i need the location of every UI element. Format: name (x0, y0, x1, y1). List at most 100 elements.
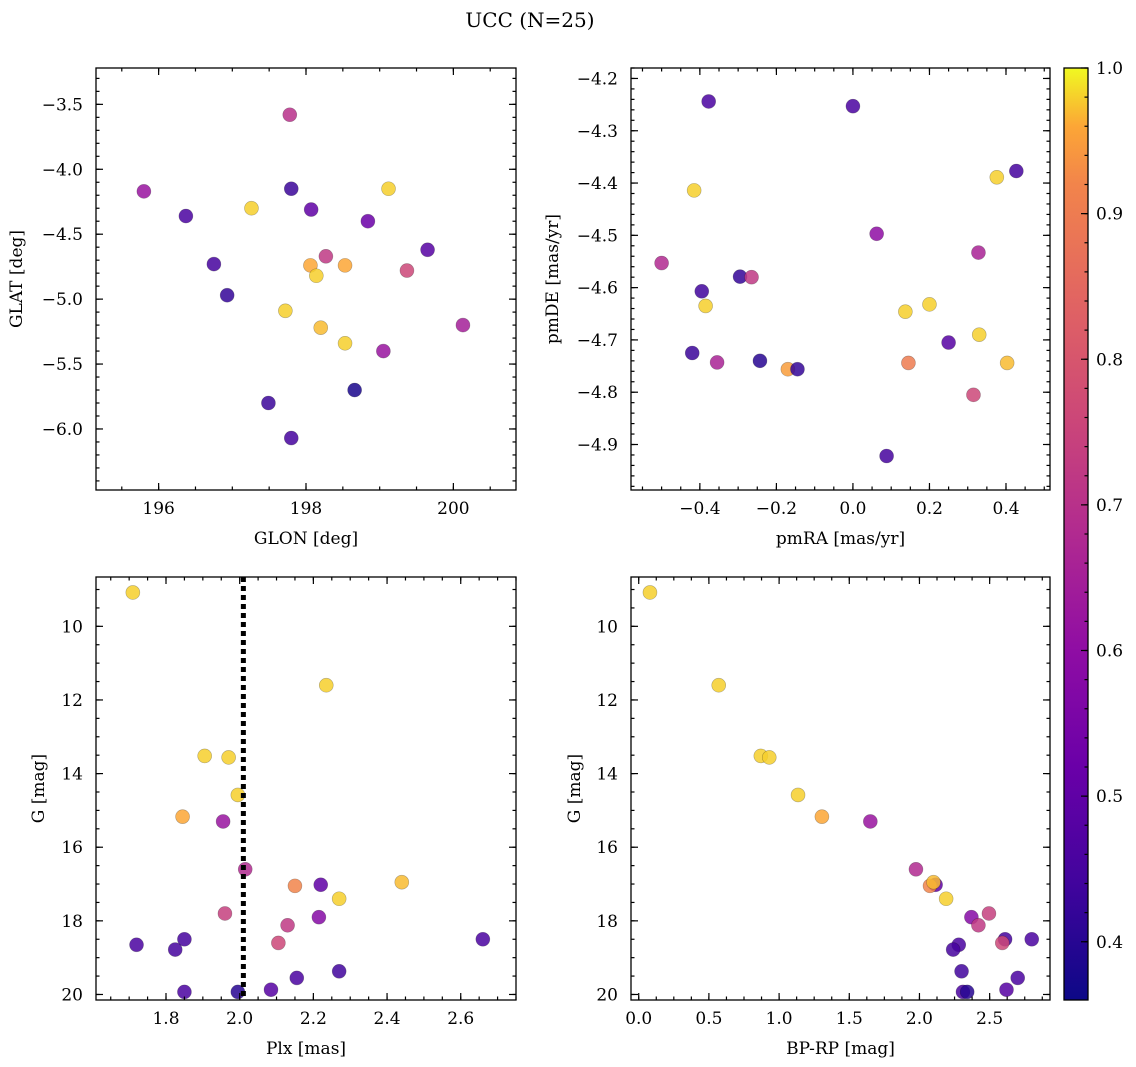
colorbar-tick-label: 0.9 (1096, 205, 1123, 225)
x-tick-label: 198 (290, 499, 322, 519)
y-axis-label: G [mag] (565, 754, 585, 823)
x-tick-label: 2.6 (447, 1009, 474, 1029)
scatter-point (642, 585, 658, 600)
colorbar-gradient (1064, 68, 1088, 1000)
scatter-point (744, 269, 759, 285)
x-tick-label: 2.2 (300, 1009, 327, 1029)
scatter-point (313, 320, 329, 335)
scatter-point (1009, 163, 1024, 179)
scatter-point (287, 878, 303, 894)
y-tick-label: −4.2 (577, 69, 618, 89)
y-tick-label: −4.6 (577, 279, 618, 299)
x-tick-label: 0.2 (916, 499, 943, 519)
scatter-point (711, 677, 727, 693)
scatter-point (271, 935, 286, 951)
y-tick-label: −4.0 (42, 160, 83, 180)
scatter-point (994, 935, 1010, 951)
x-axis-label: pmRA [mas/yr] (776, 529, 905, 549)
scatter-point (215, 814, 231, 829)
scatter-point (283, 430, 299, 446)
y-tick-label: −4.4 (577, 174, 618, 194)
scatter-point (219, 287, 235, 303)
y-tick-label: −4.8 (577, 383, 618, 403)
scatter-point (869, 226, 884, 242)
scatter-point (752, 353, 768, 369)
axes-frame (95, 576, 517, 1001)
scatter-point (1010, 970, 1026, 986)
y-tick-label: 12 (596, 691, 618, 711)
colorbar-tick-label: 1.0 (1096, 59, 1123, 79)
y-tick-label: −4.7 (577, 331, 618, 351)
x-tick-label: 0.5 (695, 1009, 722, 1029)
scatter-point (175, 809, 190, 824)
scatter-point (701, 94, 716, 109)
scatter-point (898, 304, 913, 319)
scatter-point (845, 98, 861, 114)
scatter-point (954, 963, 969, 979)
scatter-point (966, 387, 981, 403)
scatter-point (261, 395, 276, 411)
x-tick-label: 1.0 (766, 1009, 793, 1029)
x-tick-label: −0.2 (756, 499, 797, 519)
y-tick-label: 16 (61, 838, 83, 858)
scatter-point (698, 298, 713, 314)
x-tick-label: 0.4 (992, 499, 1019, 519)
y-tick-label: −5.5 (42, 355, 83, 375)
scatter-point (981, 906, 997, 921)
y-tick-label: 10 (61, 617, 83, 637)
scatter-point (360, 213, 376, 229)
scatter-points (642, 585, 1040, 1000)
scatter-point (167, 942, 183, 957)
y-tick-label: 10 (596, 617, 618, 637)
scatter-point (331, 891, 347, 907)
x-tick-label: 2.5 (976, 1009, 1003, 1029)
scatter-point (178, 208, 194, 224)
y-tick-label: −5.0 (42, 290, 83, 310)
scatter-point (206, 256, 222, 272)
colorbar-tick-label: 0.4 (1096, 933, 1123, 953)
scatter-point (959, 984, 975, 1000)
scatter-point (283, 181, 299, 197)
scatter-point (989, 169, 1005, 185)
panel-pmra-pmde: −0.4 −0.2 0.0 0.2 0.4 −4.9 −4.8 −4.7 −4.6 −4.5 −4.… (543, 67, 1051, 549)
axes-frame (630, 576, 1051, 1001)
x-axis-label: BP-RP [mag] (786, 1039, 895, 1059)
y-tick-label: −6.0 (42, 420, 83, 440)
scatter-point (136, 184, 152, 199)
scatter-point (318, 677, 334, 693)
scatter-point (686, 183, 702, 198)
colorbar-tick-label: 0.5 (1096, 787, 1123, 807)
x-tick-label: 0.0 (625, 1009, 652, 1029)
y-tick-label: 18 (61, 912, 83, 932)
scatter-point (926, 874, 941, 890)
scatter-points (125, 585, 491, 1000)
scatter-point (289, 970, 305, 986)
scatter-point (455, 317, 471, 333)
scatter-point (941, 335, 956, 350)
scatter-point (244, 200, 259, 216)
colorbar: 0.4 0.5 0.6 0.7 0.8 0.9 1.0 (1063, 59, 1123, 1001)
scatter-point (761, 750, 777, 765)
scatter-point (945, 942, 961, 957)
y-axis-label: pmDE [mas/yr] (543, 214, 563, 344)
scatter-point (399, 263, 415, 278)
scatter-point (313, 877, 329, 893)
scatter-point (684, 345, 700, 361)
scatter-point (908, 862, 924, 877)
colorbar-tick-label: 0.8 (1096, 350, 1123, 370)
panel-glon-glat: 196 198 200 −6.0 −5.5 −5.0 −4.5 −4.0 −3.5 GLON [d… (7, 67, 517, 549)
scatter-point (347, 382, 362, 398)
x-axis-label: GLON [deg] (254, 529, 358, 549)
scatter-point (654, 255, 669, 271)
scatter-point (938, 891, 954, 907)
scatter-point (303, 202, 319, 217)
scatter-point (999, 982, 1014, 997)
scatter-point (394, 874, 410, 890)
y-tick-label: −4.9 (577, 436, 618, 456)
scatter-point (278, 303, 293, 319)
y-tick-label: 14 (596, 765, 618, 785)
colorbar-tick-label: 0.7 (1096, 496, 1123, 516)
y-tick-label: 20 (596, 985, 618, 1005)
scatter-point (318, 248, 334, 264)
